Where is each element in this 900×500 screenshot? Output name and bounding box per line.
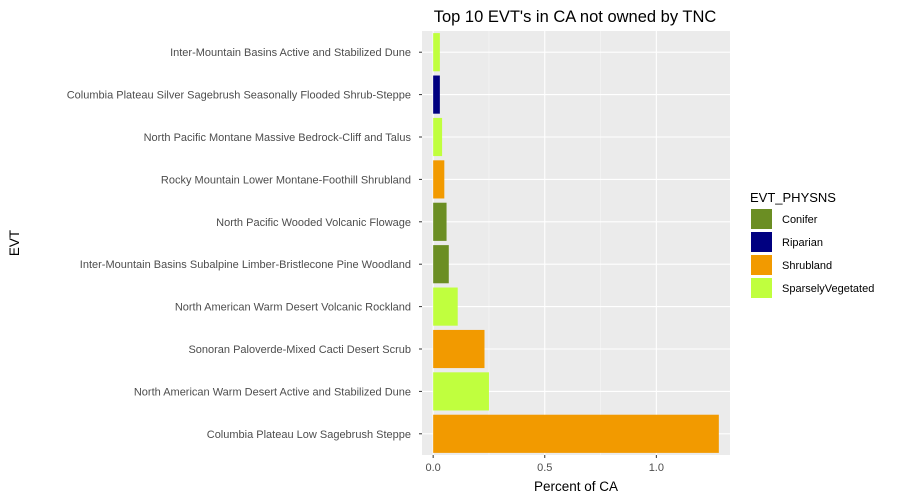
legend-label: Riparian [782, 237, 823, 249]
y-tick-label: North American Warm Desert Volcanic Rock… [175, 302, 411, 314]
y-axis-title: EVT [7, 230, 22, 256]
y-tick-label: Columbia Plateau Low Sagebrush Steppe [207, 429, 411, 441]
legend: EVT_PHYSNS Conifer Riparian Shrubland Spars… [750, 190, 874, 298]
bars [433, 33, 719, 453]
y-tick-label: Inter-Mountain Basins Subalpine Limber-B… [80, 259, 411, 271]
y-tick-label: North American Warm Desert Active and St… [134, 386, 411, 398]
x-tick-label: 0.5 [537, 462, 552, 474]
chart-title: Top 10 EVT's in CA not owned by TNC [434, 8, 717, 26]
bar [433, 75, 440, 114]
bar [433, 117, 443, 157]
y-tick-label: Rocky Mountain Lower Montane-Foothill Sh… [161, 174, 411, 186]
y-tick-labels: Inter-Mountain Basins Active and Stabili… [67, 47, 422, 441]
y-tick-label: Columbia Plateau Silver Sagebrush Season… [67, 90, 411, 102]
legend-label: Conifer [782, 214, 818, 226]
legend-key [751, 232, 772, 252]
y-tick-label: Sonoran Paloverde-Mixed Cacti Desert Scr… [188, 344, 411, 356]
y-tick-label: North Pacific Wooded Volcanic Flowage [216, 217, 411, 229]
bar [433, 33, 440, 72]
bar [433, 202, 447, 241]
x-tick-label: 1.0 [649, 462, 664, 474]
bar [433, 329, 485, 369]
x-axis-title: Percent of CA [534, 479, 618, 494]
y-tick-label: Inter-Mountain Basins Active and Stabili… [170, 47, 411, 59]
legend-label: Shrubland [782, 260, 832, 272]
legend-key [751, 255, 772, 275]
bar [433, 245, 449, 284]
bar [433, 372, 489, 411]
bar [433, 160, 445, 199]
legend-key [751, 278, 772, 298]
x-axis-ticks: 0.0 0.5 1.0 [426, 455, 664, 474]
legend-label: SparselyVegetated [782, 283, 874, 295]
bar [433, 287, 458, 326]
y-tick-label: North Pacific Montane Massive Bedrock-Cl… [144, 132, 412, 144]
x-tick-label: 0.0 [426, 462, 441, 474]
bar [433, 414, 719, 453]
legend-title: EVT_PHYSNS [750, 190, 836, 205]
legend-key [751, 209, 772, 229]
